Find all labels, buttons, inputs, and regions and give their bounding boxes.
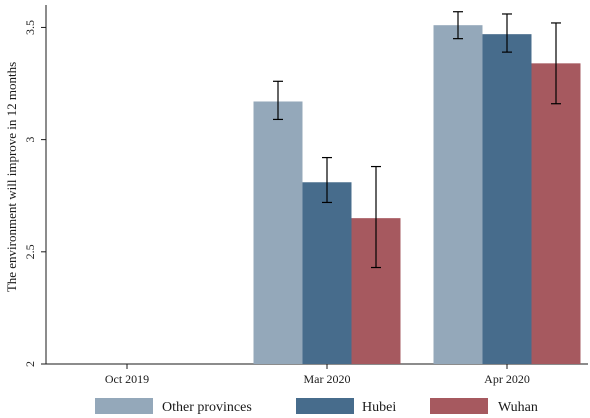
legend-label: Other provinces	[162, 400, 252, 415]
legend-swatch	[430, 398, 488, 414]
error-bar	[371, 165, 381, 269]
legend-item: Other provinces	[95, 398, 252, 415]
legend: Other provinces Hubei Wuhan	[95, 398, 538, 415]
y-tick-label: 3.5	[23, 20, 37, 35]
x-tick-label: Oct 2019	[105, 372, 149, 386]
legend-item: Wuhan	[430, 398, 538, 415]
bar	[531, 63, 581, 365]
bar	[433, 25, 483, 364]
error-bar	[453, 11, 463, 40]
y-axis-title: The environment will improve in 12 month…	[4, 62, 19, 292]
legend-label: Wuhan	[498, 400, 538, 415]
y-axis: 2 2.5 3 3.5	[23, 5, 47, 367]
bar	[302, 182, 352, 364]
bars-group	[253, 25, 581, 365]
x-tick-label: Mar 2020	[304, 372, 351, 386]
error-bars-group	[273, 11, 561, 269]
legend-swatch	[95, 398, 153, 414]
legend-swatch	[296, 398, 354, 414]
legend-label: Hubei	[362, 400, 396, 415]
bar	[482, 34, 532, 364]
error-bar	[322, 156, 332, 204]
bar	[253, 101, 303, 364]
x-tick-label: Apr 2020	[484, 372, 530, 386]
error-bar	[273, 80, 283, 121]
error-bar	[551, 22, 561, 105]
x-axis: Oct 2019 Mar 2020 Apr 2020	[46, 363, 588, 386]
y-tick-label: 2.5	[23, 244, 37, 259]
y-tick-label: 3	[23, 137, 37, 143]
y-tick-label: 2	[23, 361, 37, 367]
legend-item: Hubei	[296, 398, 396, 415]
error-bar	[502, 13, 512, 53]
